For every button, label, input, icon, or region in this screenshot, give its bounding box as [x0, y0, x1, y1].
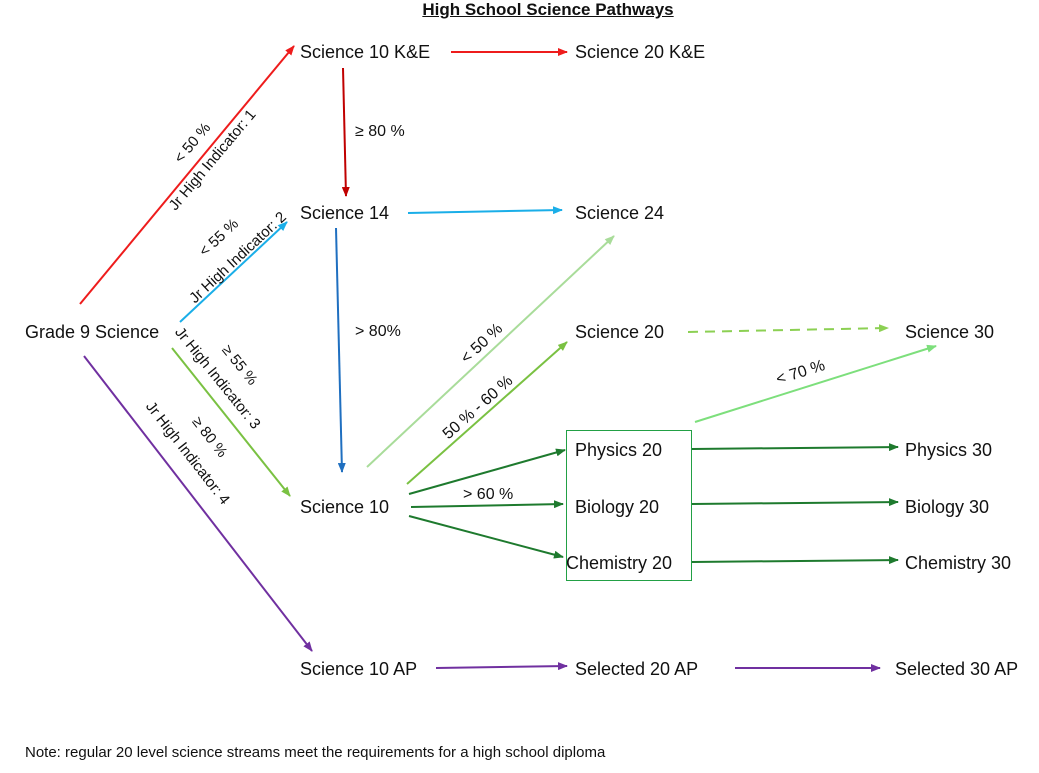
page-title: High School Science Pathways	[422, 0, 674, 19]
arrow-bio-group-to-sci30	[694, 344, 937, 423]
node-science-24: Science 24	[575, 203, 665, 223]
arrow-grade9-to-sci10	[171, 347, 291, 497]
arrow-sci10ap-to-sel20ap	[435, 662, 568, 671]
node-chemistry-20: Chemistry 20	[566, 553, 673, 573]
arrow-phys20-to-phys30	[691, 443, 899, 452]
arrow-sci10-to-sci24	[366, 235, 615, 468]
arrow-sci14-to-sci24	[407, 206, 563, 215]
arrow-sci10-to-phys20	[408, 448, 566, 495]
node-science-30: Science 30	[905, 322, 995, 342]
specialized-20-group	[566, 430, 692, 581]
node-selected-20-ap: Selected 20 AP	[575, 659, 699, 679]
node-physics-20: Physics 20	[575, 440, 663, 460]
arrow-sci20-to-sci30	[687, 324, 889, 333]
arrow-sci10-to-chem20	[408, 515, 564, 559]
arrow-sci14-to-sci10	[335, 227, 346, 473]
node-science-10: Science 10	[300, 497, 390, 517]
arrow-bio20-to-bio30	[691, 498, 899, 507]
arrow-sci10-to-bio20	[410, 500, 564, 509]
node-science-14: Science 14	[300, 203, 390, 223]
node-selected-30-ap: Selected 30 AP	[895, 659, 1019, 679]
node-physics-30: Physics 30	[905, 440, 993, 460]
to-science20-label: 50 % - 60 %	[440, 372, 516, 443]
node-science-20-ke: Science 20 K&E	[575, 42, 706, 62]
arrow-grade9-to-sci14	[179, 221, 288, 323]
arrow-sci10-to-sci20	[406, 341, 568, 485]
node-biology-30: Biology 30	[905, 497, 990, 517]
node-science-20: Science 20	[575, 322, 665, 342]
ke-to-14-label: ≥ 80 %	[355, 123, 405, 140]
s14-to-10-label: > 80%	[355, 323, 401, 340]
arrow-grade9-to-sci10ke	[79, 45, 295, 305]
node-science-10-ke: Science 10 K&E	[300, 42, 431, 62]
arrow-sci10ke-to-sci14	[341, 67, 350, 197]
cyan-indicator-label: Jr High Indicator: 2	[186, 209, 290, 307]
node-science-10-ap: Science 10 AP	[300, 659, 418, 679]
footnote: Note: regular 20 level science streams m…	[25, 744, 606, 761]
arrow-grade9-to-sci10ap	[83, 355, 313, 652]
node-chemistry-30: Chemistry 30	[905, 553, 1012, 573]
to-specialized-label: > 60 %	[463, 486, 514, 503]
node-biology-20: Biology 20	[575, 497, 660, 517]
arrow-chem20-to-chem30	[691, 556, 899, 565]
node-grade-9-science: Grade 9 Science	[25, 322, 160, 342]
